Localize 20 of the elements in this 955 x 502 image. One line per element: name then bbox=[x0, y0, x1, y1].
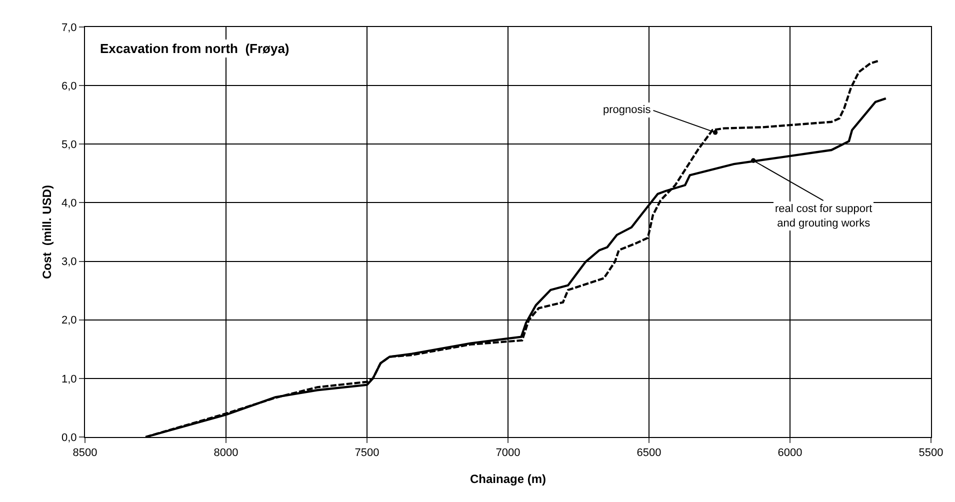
y-tick-label: 2,0 bbox=[62, 314, 77, 327]
annotation: prognosis bbox=[603, 104, 652, 116]
y-tick-label: 6,0 bbox=[62, 80, 77, 92]
y-tick-label: 3,0 bbox=[62, 256, 77, 268]
x-tick-label: 6000 bbox=[778, 447, 802, 460]
y-tick-label: 7,0 bbox=[62, 22, 77, 34]
x-tick-label: 7000 bbox=[496, 447, 520, 460]
y-tick-label: 1,0 bbox=[62, 373, 77, 386]
x-tick-label: 8000 bbox=[214, 447, 238, 460]
y-tick-label: 5,0 bbox=[62, 138, 77, 151]
y-axis-title: Cost (mill. USD) bbox=[40, 184, 54, 280]
annotation: real cost for support and grouting works bbox=[775, 203, 872, 230]
x-tick-label: 7500 bbox=[354, 447, 380, 460]
y-tick-label: 0,0 bbox=[62, 432, 77, 444]
x-tick-label: 5500 bbox=[918, 447, 944, 460]
x-tick-label: 8500 bbox=[72, 447, 98, 460]
y-tick-label: 4,0 bbox=[62, 198, 77, 210]
x-axis-title: Chainage (m) bbox=[470, 472, 546, 486]
x-tick-label: 6500 bbox=[636, 447, 662, 460]
text: Excavation from north (Frøya) bbox=[100, 41, 290, 56]
